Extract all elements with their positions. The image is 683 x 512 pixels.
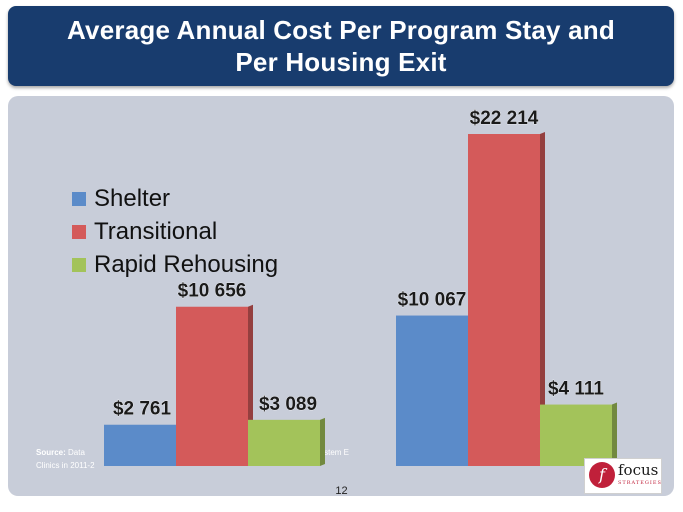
data-label-rapid-rehousing-2: $4 111	[548, 379, 604, 400]
source-label: Source:	[36, 448, 66, 457]
slide-title-line-2: Per Housing Exit	[235, 47, 447, 77]
bar-transitional-2	[468, 134, 540, 466]
focus-strategies-logo: f focus STRATEGIES	[584, 458, 662, 494]
logo-wordmark: focus	[618, 461, 659, 479]
legend-label-transitional: Transitional	[94, 217, 218, 245]
page-number: 12	[335, 485, 348, 497]
source-text-c: Clinics in 2011-2	[36, 461, 95, 470]
logo-mark-icon: f	[589, 462, 615, 488]
data-label-shelter-1: $2 761	[113, 399, 172, 420]
bar-side-rapid-rehousing-1	[320, 417, 325, 466]
legend-item-rapid-rehousing: Rapid Rehousing	[72, 248, 278, 281]
bar-shelter-2	[396, 315, 468, 466]
data-label-rapid-rehousing-1: $3 089	[259, 394, 317, 415]
bar-rapid-rehousing-1	[248, 419, 320, 466]
chart-legend: Shelter Transitional Rapid Rehousing	[72, 182, 278, 281]
bar-rapid-rehousing-2	[540, 404, 612, 466]
data-label-shelter-2: $10 067	[398, 290, 467, 311]
data-label-transitional-1: $10 656	[178, 281, 247, 302]
logo-subtitle: STRATEGIES	[618, 480, 662, 486]
slide-title-bar: Average Annual Cost Per Program Stay and…	[8, 6, 674, 86]
legend-swatch-rapid-rehousing	[72, 257, 86, 272]
bar-transitional-1	[176, 306, 248, 466]
legend-label-shelter: Shelter	[94, 184, 171, 212]
bar-side-transitional-2	[540, 132, 545, 466]
bar-side-rapid-rehousing-2	[612, 402, 617, 466]
legend-item-shelter: Shelter	[72, 182, 278, 215]
legend-item-transitional: Transitional	[72, 215, 278, 248]
slide-title-line-1: Average Annual Cost Per Program Stay and	[67, 15, 615, 45]
source-text-a: Data	[68, 448, 85, 457]
bar-shelter-1	[104, 424, 176, 466]
legend-label-rapid-rehousing: Rapid Rehousing	[94, 250, 279, 278]
legend-swatch-transitional	[72, 224, 86, 239]
data-label-transitional-2: $22 214	[470, 108, 539, 129]
legend-swatch-shelter	[72, 191, 86, 206]
